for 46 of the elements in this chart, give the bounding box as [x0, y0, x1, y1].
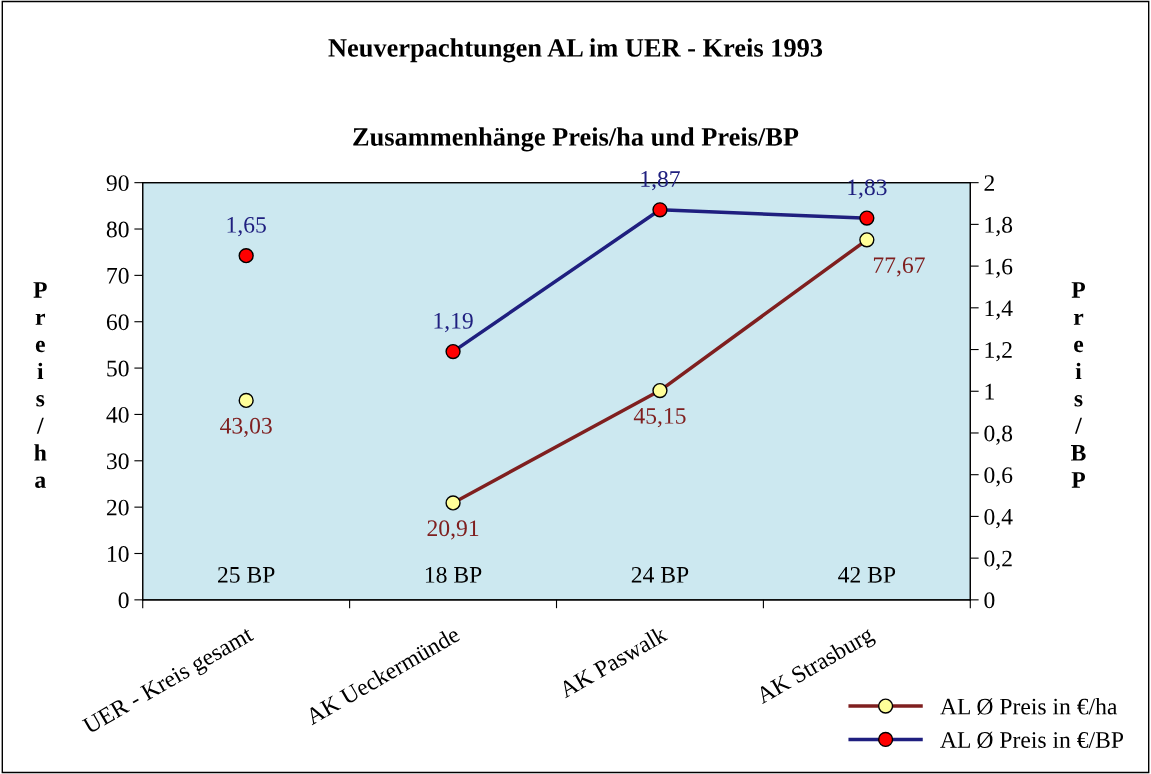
y2-tick-label: 2 — [984, 175, 994, 191]
data-label: 1,65 — [227, 216, 266, 237]
data-label: 45,15 — [633, 408, 686, 428]
annotation: 18 BP — [425, 566, 482, 583]
y-tick-label: 30 — [107, 453, 129, 470]
y-tick-label: 10 — [108, 545, 129, 562]
y-tick-label: 20 — [106, 499, 129, 516]
chart-subtitle: Zusammenhänge Preis/ha und Preis/BP — [353, 127, 799, 152]
y2-tick-label: 0 — [984, 592, 995, 609]
data-label: 43,03 — [220, 417, 272, 438]
point — [238, 392, 254, 409]
y-axis-title: Preis/ha — [33, 282, 47, 488]
y2-tick-label: 0,4 — [984, 508, 1013, 529]
y-tick-label: 90 — [106, 175, 129, 192]
y2-tick-label: 1,4 — [985, 300, 1013, 320]
point — [445, 343, 461, 360]
legend-label: AL Ø Preis in €/ha — [940, 697, 1118, 715]
point — [859, 210, 875, 226]
y-tick-label: 50 — [107, 360, 129, 377]
y-tick-label: 60 — [106, 314, 129, 331]
y2-tick-label: 1 — [985, 383, 994, 400]
point — [445, 495, 461, 511]
data-label: 1,83 — [848, 179, 887, 199]
y2-tick-label: 0,8 — [984, 425, 1013, 445]
chart-title: Neuverpachtungen AL im UER - Kreis 1993 — [328, 38, 823, 63]
y-tick-label: 0 — [118, 592, 129, 609]
point — [859, 232, 875, 248]
legend-label: AL Ø Preis in €/BP — [940, 731, 1124, 749]
y2-tick-label: 1,6 — [985, 258, 1013, 278]
point — [238, 248, 254, 264]
annotation: 42 BP — [838, 566, 896, 583]
y2-tick-label: 1,2 — [985, 342, 1012, 362]
y2-tick-label: 0,6 — [984, 467, 1013, 487]
y-tick-label: 70 — [107, 267, 129, 284]
y2-tick-label: 1,8 — [985, 216, 1013, 237]
y2-axis-title: Preis/BP — [1071, 282, 1086, 488]
y-tick-label: 40 — [106, 406, 129, 423]
data-label: 77,67 — [873, 257, 925, 277]
data-label: 20,91 — [427, 520, 479, 540]
y2-tick-label: 0,2 — [984, 550, 1012, 570]
annotation: 25 BP — [218, 566, 275, 583]
data-label: 1,19 — [434, 312, 473, 333]
y-tick-label: 80 — [106, 221, 129, 238]
point — [652, 202, 668, 218]
point — [652, 382, 668, 399]
annotation: 24 BP — [631, 566, 689, 583]
